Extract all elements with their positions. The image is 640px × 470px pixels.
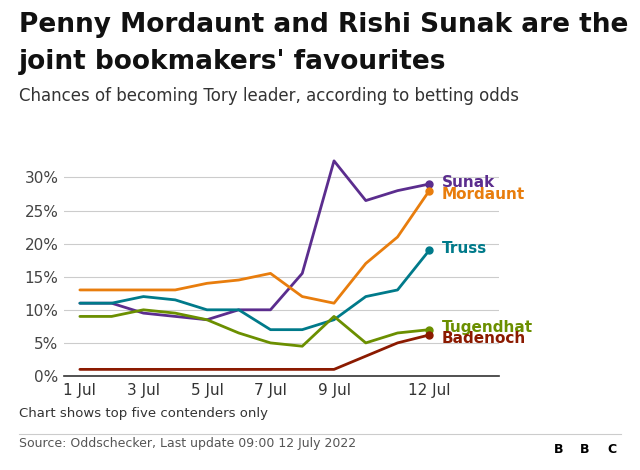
Text: Chances of becoming Tory leader, according to betting odds: Chances of becoming Tory leader, accordi… [19, 87, 519, 105]
FancyBboxPatch shape [547, 436, 569, 462]
Text: Tugendhat: Tugendhat [442, 320, 533, 335]
Text: Chart shows top five contenders only: Chart shows top five contenders only [19, 407, 268, 420]
Text: Mordaunt: Mordaunt [442, 187, 525, 202]
Text: Truss: Truss [442, 242, 487, 257]
Text: joint bookmakers' favourites: joint bookmakers' favourites [19, 49, 447, 75]
Text: Badenoch: Badenoch [442, 331, 526, 346]
Text: B: B [580, 443, 589, 455]
FancyBboxPatch shape [601, 436, 622, 462]
Text: Penny Mordaunt and Rishi Sunak are the: Penny Mordaunt and Rishi Sunak are the [19, 12, 628, 38]
Text: Sunak: Sunak [442, 175, 495, 190]
FancyBboxPatch shape [574, 436, 596, 462]
Text: B: B [554, 443, 563, 455]
Text: C: C [607, 443, 616, 455]
Text: Source: Oddschecker, Last update 09:00 12 July 2022: Source: Oddschecker, Last update 09:00 1… [19, 437, 356, 450]
